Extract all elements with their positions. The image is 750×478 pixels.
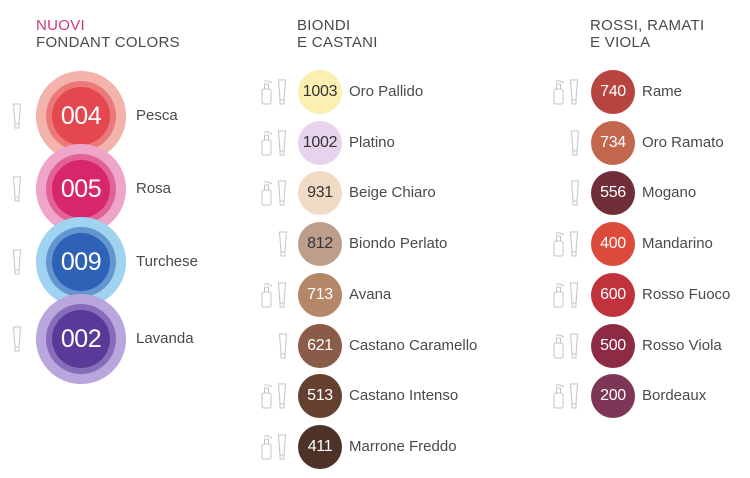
tube-icon xyxy=(569,79,579,105)
color-name: Rame xyxy=(642,83,683,100)
color-swatch-734: 734 xyxy=(591,120,635,165)
color-swatch-400: 400 xyxy=(591,222,635,267)
color-name: Rosso Fuoco xyxy=(642,285,731,303)
color-name: Mogano xyxy=(642,184,697,202)
product-icons xyxy=(12,103,22,129)
bottle-icon xyxy=(553,283,565,308)
swatch-code: 004 xyxy=(52,87,110,145)
color-name: Lavanda xyxy=(136,330,194,347)
tube-icon xyxy=(278,231,288,257)
color-name: Pesca xyxy=(136,107,178,124)
tube-icon xyxy=(569,333,579,358)
product-icons xyxy=(278,231,288,257)
color-name: Avana xyxy=(349,285,392,303)
tube-icon xyxy=(570,180,580,206)
tube-icon xyxy=(277,383,287,409)
tube-icon xyxy=(12,249,22,275)
color-name: Rosa xyxy=(136,180,172,197)
bottle-icon xyxy=(261,80,273,105)
product-icons xyxy=(12,249,22,275)
bottle-icon xyxy=(261,181,273,206)
column-title-line2: E CASTANI xyxy=(297,34,378,51)
column-title-biondi: BIONDI E CASTANI xyxy=(297,17,378,51)
product-icons xyxy=(12,326,22,352)
tube-icon xyxy=(277,79,287,105)
product-icons xyxy=(258,282,288,308)
product-icons xyxy=(258,79,288,105)
bottle-icon xyxy=(553,384,565,409)
color-swatch-713: 713 xyxy=(298,272,342,317)
tube-icon xyxy=(277,434,287,460)
color-swatch-556: 556 xyxy=(591,171,635,216)
color-swatch-009: 009 xyxy=(36,217,126,307)
color-swatch-931: 931 xyxy=(298,171,342,216)
bottle-icon xyxy=(261,131,273,156)
tube-icon xyxy=(569,282,579,308)
product-icons xyxy=(12,176,22,202)
bottle-icon xyxy=(553,232,565,257)
column-title-line2: E VIOLA xyxy=(590,34,651,51)
swatch-code: 002 xyxy=(52,310,110,368)
tube-icon xyxy=(12,326,22,352)
color-swatch-500: 500 xyxy=(591,323,635,368)
color-swatch-002: 002 xyxy=(36,294,126,384)
color-name: Castano Caramello xyxy=(349,336,478,354)
product-icons xyxy=(258,434,288,460)
bottle-icon xyxy=(261,435,273,460)
column-title-line1: NUOVI xyxy=(36,17,86,34)
bottle-icon xyxy=(261,283,273,308)
column-title-line1: BIONDI xyxy=(297,17,351,34)
color-swatch-600: 600 xyxy=(591,272,635,317)
tube-icon xyxy=(569,383,579,409)
color-swatch-812: 812 xyxy=(298,222,342,267)
column-title-line2: FONDANT COLORS xyxy=(36,34,180,51)
product-icons xyxy=(258,130,288,156)
color-name: Turchese xyxy=(136,253,198,270)
swatch-code: 009 xyxy=(52,233,110,291)
color-name: Mandarino xyxy=(642,235,713,253)
bottle-icon xyxy=(553,80,565,105)
tube-icon xyxy=(277,282,287,308)
product-icons xyxy=(550,383,580,409)
tube-icon xyxy=(277,180,287,206)
color-name: Marrone Freddo xyxy=(349,437,457,455)
color-swatch-200: 200 xyxy=(591,374,635,419)
color-swatch-740: 740 xyxy=(591,70,635,114)
product-icons xyxy=(550,333,580,359)
tube-icon xyxy=(12,103,22,129)
tube-icon xyxy=(277,130,287,156)
product-icons xyxy=(278,333,288,359)
product-icons xyxy=(258,180,288,206)
bottle-icon xyxy=(261,384,273,409)
tube-icon xyxy=(569,231,579,257)
product-icons xyxy=(550,231,580,257)
color-name: Castano Intenso xyxy=(349,387,459,405)
column-title-nuovi: NUOVI FONDANT COLORS xyxy=(36,17,180,51)
color-swatch-513: 513 xyxy=(298,374,342,419)
bottle-icon xyxy=(553,334,565,358)
color-name: Beige Chiaro xyxy=(349,184,436,202)
color-name: Rosso Viola xyxy=(642,336,722,354)
color-name: Platino xyxy=(349,133,395,151)
color-name: Oro Ramato xyxy=(642,133,724,151)
color-name: Bordeaux xyxy=(642,387,707,405)
color-swatch-411: 411 xyxy=(298,424,342,469)
color-name: Oro Pallido xyxy=(349,83,424,100)
product-icons xyxy=(258,383,288,409)
swatch-code: 005 xyxy=(52,160,110,218)
product-icons xyxy=(570,130,580,156)
color-swatch-1002: 1002 xyxy=(298,120,342,165)
column-title-line1: ROSSI, RAMATI xyxy=(590,17,705,34)
color-swatch-621: 621 xyxy=(298,323,342,368)
tube-icon xyxy=(12,176,22,202)
product-icons xyxy=(570,180,580,206)
color-name: Biondo Perlato xyxy=(349,235,448,253)
color-swatch-1003: 1003 xyxy=(298,70,342,114)
tube-icon xyxy=(570,130,580,156)
tube-icon xyxy=(278,333,288,358)
column-title-rossi: ROSSI, RAMATI E VIOLA xyxy=(590,17,704,51)
product-icons xyxy=(550,282,580,308)
product-icons xyxy=(550,79,580,105)
